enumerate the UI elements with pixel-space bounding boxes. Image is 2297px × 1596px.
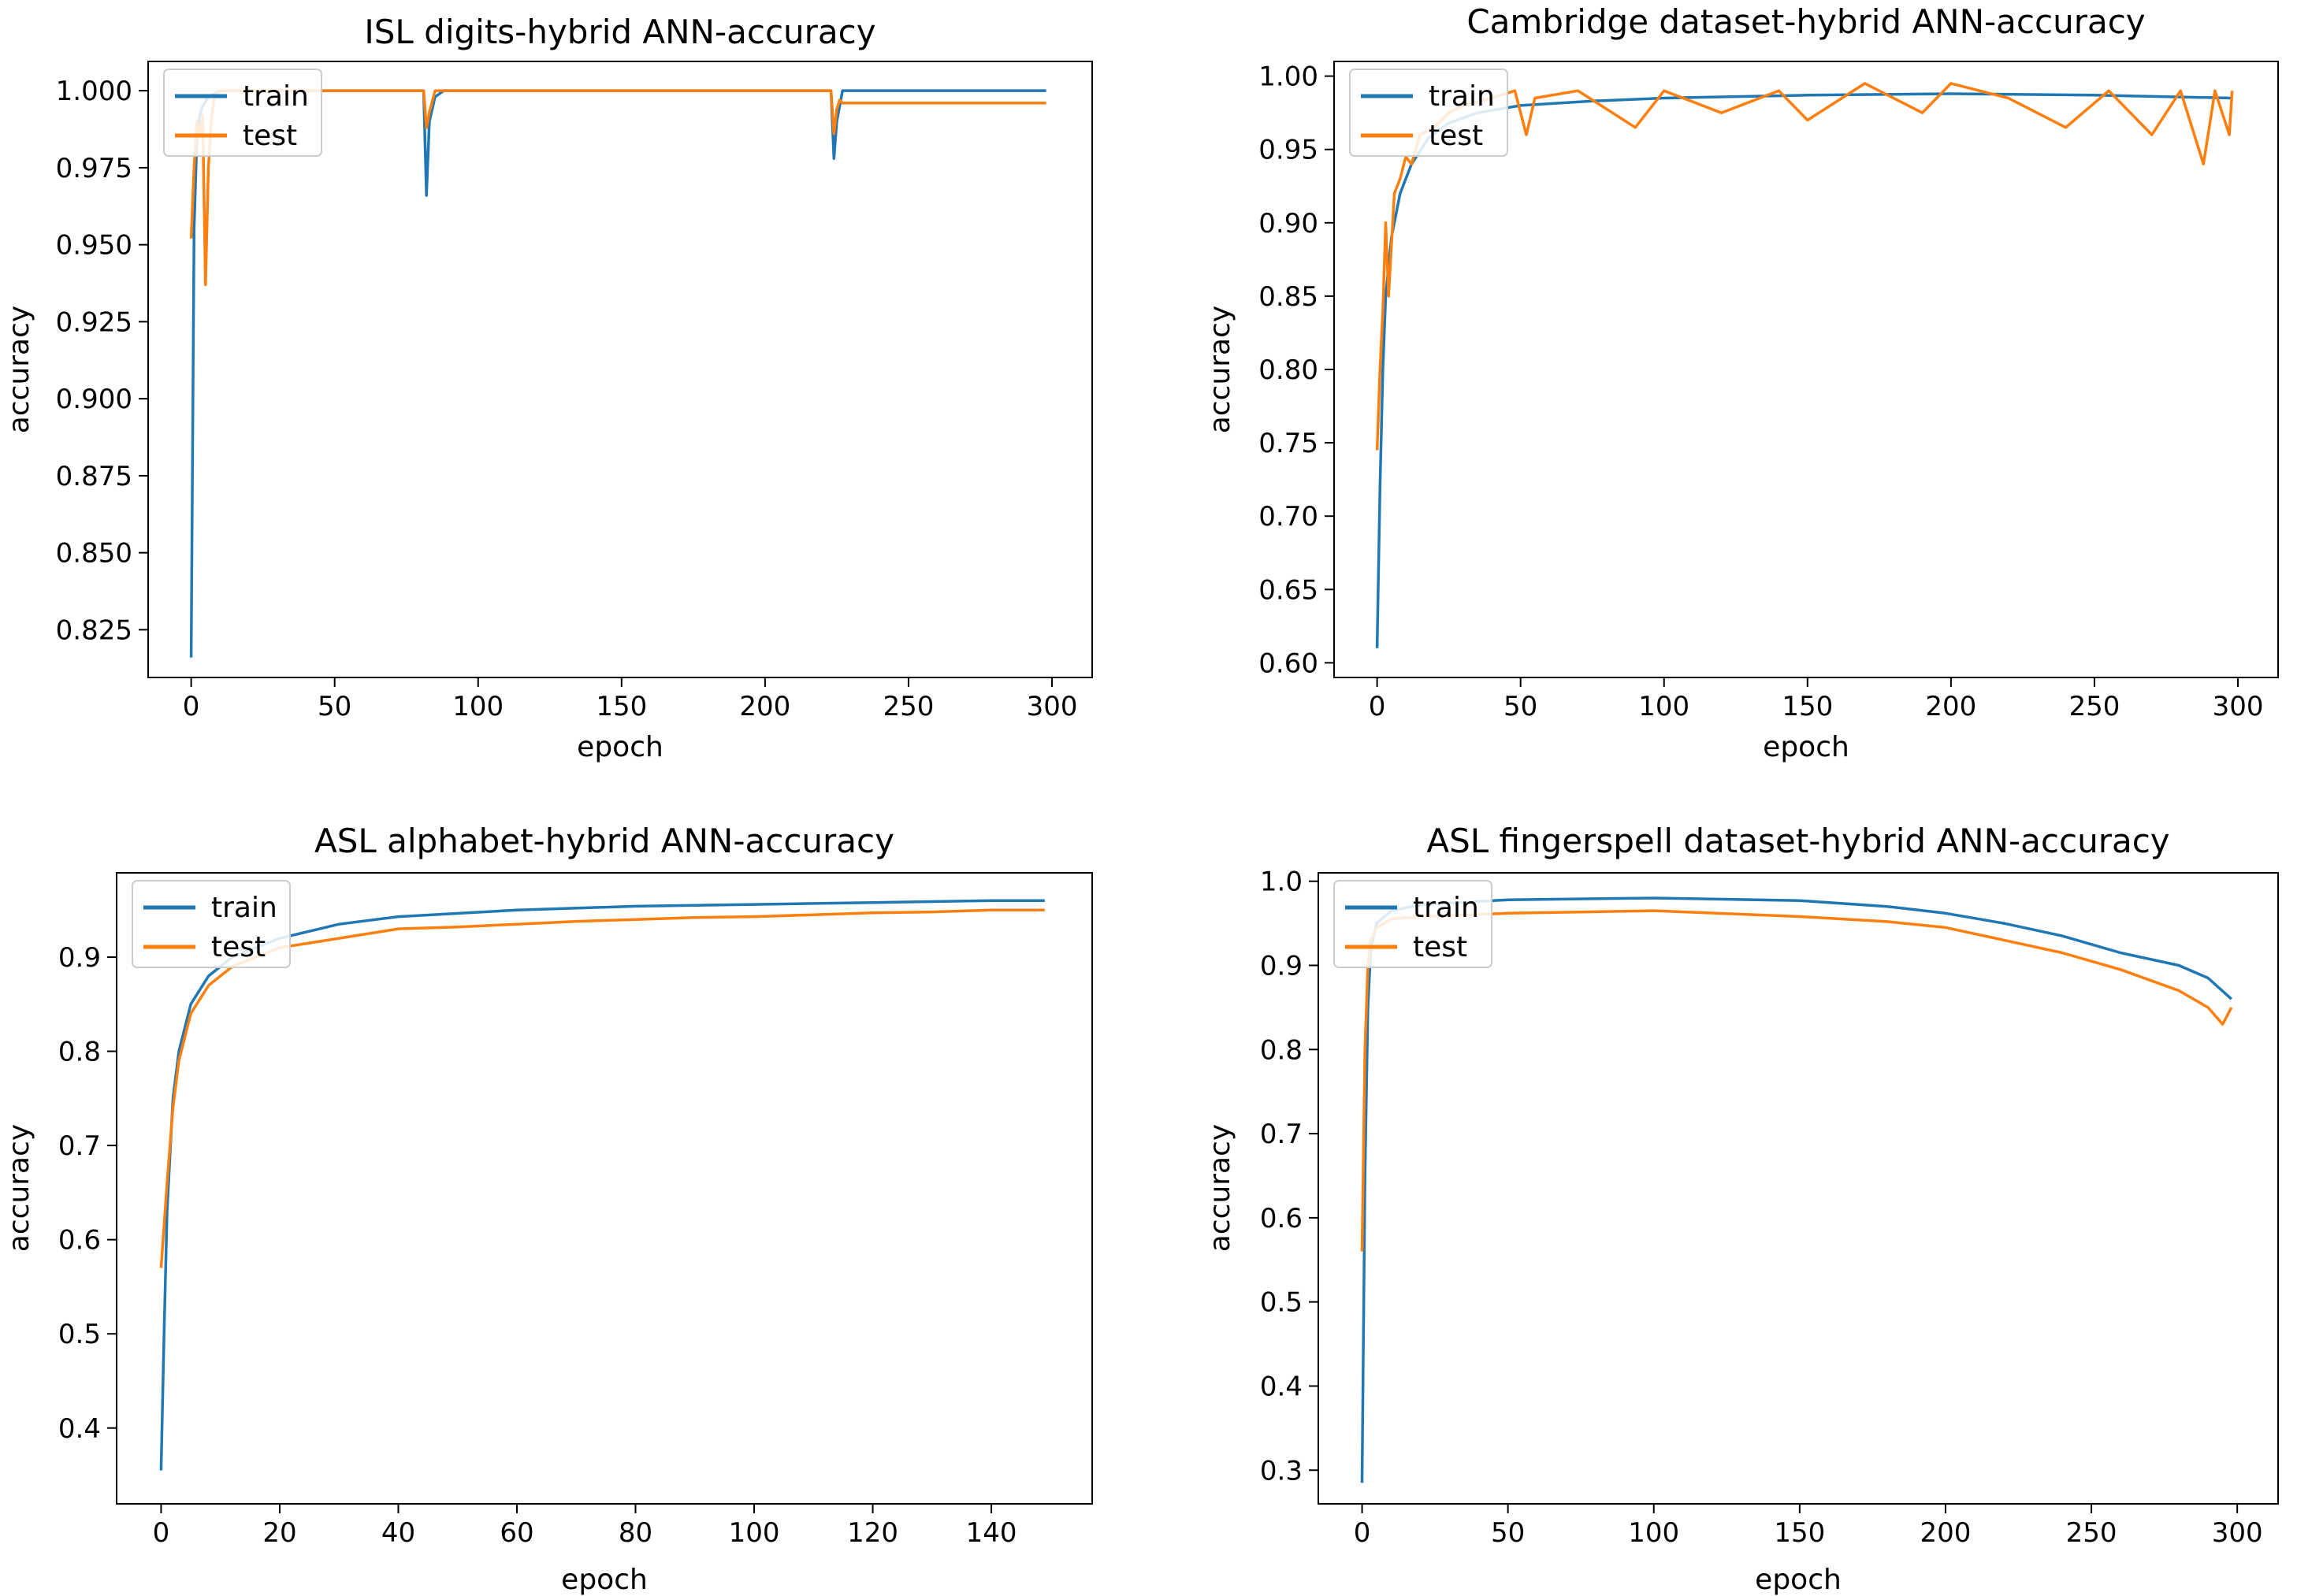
y-tick-label: 0.75 xyxy=(1258,428,1318,459)
chart-asl-fingerspell: ASL fingerspell dataset-hybrid ANN-accur… xyxy=(1204,822,2279,1596)
y-axis-label: accuracy xyxy=(1204,306,1236,433)
y-tick-label: 0.6 xyxy=(58,1225,101,1256)
legend-label-train: train xyxy=(243,80,309,113)
x-tick-label: 200 xyxy=(1925,691,1976,722)
y-tick-label: 0.60 xyxy=(1258,648,1318,679)
y-tick-label: 0.85 xyxy=(1258,281,1318,313)
legend-label-test: test xyxy=(211,931,266,963)
series-line-train xyxy=(1375,92,2232,648)
x-tick-label: 100 xyxy=(1638,691,1689,722)
y-tick-label: 0.9 xyxy=(58,942,101,974)
y-tick-label: 0.850 xyxy=(56,538,132,570)
x-tick-label: 150 xyxy=(1774,1517,1825,1549)
series-line-train xyxy=(189,89,1046,658)
x-tick-label: 0 xyxy=(1354,1517,1371,1549)
series-line-train xyxy=(1360,896,2232,1483)
x-axis-label: epoch xyxy=(1763,731,1849,763)
chart-isl-digits: ISL digits-hybrid ANN-accuracy epoch acc… xyxy=(3,13,1093,763)
x-tick-label: 100 xyxy=(1628,1517,1679,1549)
y-tick-label: 0.7 xyxy=(1260,1119,1303,1150)
y-tick-label: 0.3 xyxy=(1260,1455,1303,1487)
x-tick-label: 300 xyxy=(2213,691,2264,722)
legend-label-train: train xyxy=(1413,892,1479,924)
y-tick-label: 1.000 xyxy=(56,76,132,107)
x-tick-label: 50 xyxy=(1503,691,1537,722)
x-tick-label: 250 xyxy=(883,691,935,722)
y-tick-label: 1.0 xyxy=(1260,867,1303,898)
chart-cambridge: Cambridge dataset-hybrid ANN-accuracy ep… xyxy=(1204,2,2279,763)
chart-title: ISL digits-hybrid ANN-accuracy xyxy=(364,13,875,51)
y-tick-label: 0.90 xyxy=(1258,208,1318,239)
x-tick-label: 200 xyxy=(739,691,790,722)
legend-label-train: train xyxy=(1429,80,1495,113)
y-axis-label: accuracy xyxy=(3,306,35,433)
y-tick-label: 0.70 xyxy=(1258,501,1318,533)
x-tick-label: 250 xyxy=(2069,691,2120,722)
series-line-test xyxy=(1375,82,2234,451)
series-line-train xyxy=(159,899,1045,1471)
y-tick-label: 0.975 xyxy=(56,153,132,184)
chart-title: Cambridge dataset-hybrid ANN-accuracy xyxy=(1466,2,2145,41)
x-tick-label: 120 xyxy=(847,1517,898,1549)
y-axis-label: accuracy xyxy=(1204,1124,1236,1252)
chart-title: ASL fingerspell dataset-hybrid ANN-accur… xyxy=(1426,822,2169,860)
x-axis-label: epoch xyxy=(1755,1564,1842,1596)
y-tick-label: 1.00 xyxy=(1258,61,1318,93)
x-tick-label: 150 xyxy=(1782,691,1833,722)
x-tick-label: 100 xyxy=(452,691,504,722)
y-tick-label: 0.65 xyxy=(1258,574,1318,606)
y-tick-label: 0.825 xyxy=(56,614,132,646)
legend-label-test: test xyxy=(1413,931,1467,963)
x-tick-label: 300 xyxy=(1027,691,1078,722)
series-line-test xyxy=(159,908,1045,1268)
chart-asl-alphabet: ASL alphabet-hybrid ANN-accuracy epoch a… xyxy=(3,822,1093,1596)
y-tick-label: 0.925 xyxy=(56,306,132,338)
y-tick-label: 0.9 xyxy=(1260,950,1303,982)
plot-frame xyxy=(1318,872,2279,1505)
x-tick-label: 0 xyxy=(1369,691,1386,722)
plot-frame xyxy=(147,61,1093,678)
y-tick-label: 0.900 xyxy=(56,384,132,415)
x-tick-label: 20 xyxy=(262,1517,296,1549)
y-tick-label: 0.875 xyxy=(56,461,132,492)
x-tick-label: 300 xyxy=(2212,1517,2263,1549)
y-tick-label: 0.7 xyxy=(58,1130,101,1162)
x-tick-label: 0 xyxy=(183,691,200,722)
chart-title: ASL alphabet-hybrid ANN-accuracy xyxy=(314,822,894,860)
x-tick-label: 40 xyxy=(381,1517,415,1549)
y-axis-label: accuracy xyxy=(3,1124,35,1252)
x-tick-label: 0 xyxy=(153,1517,170,1549)
x-tick-label: 50 xyxy=(318,691,351,722)
legend-label-test: test xyxy=(243,120,297,152)
x-tick-label: 50 xyxy=(1491,1517,1525,1549)
y-tick-label: 0.5 xyxy=(1260,1287,1303,1319)
x-tick-label: 100 xyxy=(729,1517,780,1549)
y-tick-label: 0.95 xyxy=(1258,135,1318,166)
plot-frame xyxy=(116,872,1093,1505)
x-tick-label: 140 xyxy=(966,1517,1017,1549)
x-axis-label: epoch xyxy=(577,731,663,763)
y-tick-label: 0.950 xyxy=(56,230,132,262)
y-tick-label: 0.4 xyxy=(1260,1371,1303,1402)
y-tick-label: 0.80 xyxy=(1258,354,1318,386)
x-axis-label: epoch xyxy=(561,1564,648,1596)
x-tick-label: 200 xyxy=(1920,1517,1972,1549)
y-tick-label: 0.8 xyxy=(1260,1034,1303,1066)
y-tick-label: 0.5 xyxy=(58,1319,101,1350)
legend-label-test: test xyxy=(1429,120,1483,152)
legend-label-train: train xyxy=(211,892,277,924)
y-tick-label: 0.6 xyxy=(1260,1203,1303,1234)
x-tick-label: 60 xyxy=(500,1517,533,1549)
y-tick-label: 0.8 xyxy=(58,1037,101,1068)
x-tick-label: 250 xyxy=(2066,1517,2117,1549)
x-tick-label: 80 xyxy=(619,1517,652,1549)
x-tick-label: 150 xyxy=(596,691,647,722)
y-tick-label: 0.4 xyxy=(58,1413,101,1445)
